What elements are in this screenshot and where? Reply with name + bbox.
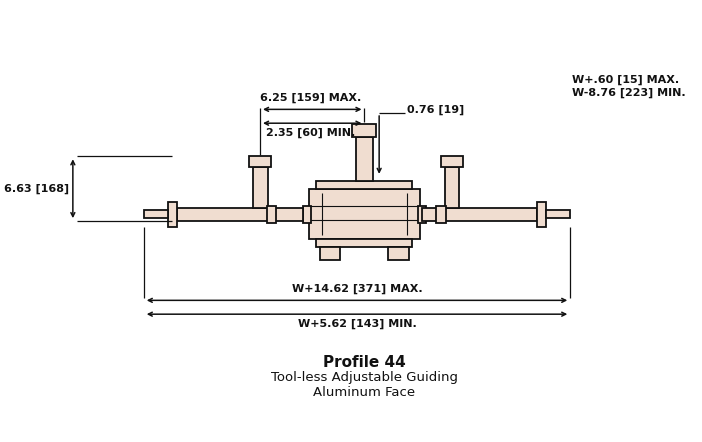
Text: 0.76 [19]: 0.76 [19] bbox=[407, 104, 464, 114]
Bar bbox=[320, 247, 340, 260]
Text: Tool-less Adjustable Guiding: Tool-less Adjustable Guiding bbox=[271, 371, 458, 385]
Text: 6.63 [168]: 6.63 [168] bbox=[4, 183, 69, 194]
Text: W+5.62 [143] MIN.: W+5.62 [143] MIN. bbox=[298, 319, 416, 329]
Text: Profile 44: Profile 44 bbox=[323, 354, 406, 370]
Bar bbox=[437, 206, 446, 223]
Bar bbox=[388, 247, 409, 260]
Bar bbox=[444, 168, 459, 208]
Text: Aluminum Face: Aluminum Face bbox=[313, 386, 416, 399]
Text: W+14.62 [371] MAX.: W+14.62 [371] MAX. bbox=[292, 284, 423, 294]
Text: W-8.76 [223] MIN.: W-8.76 [223] MIN. bbox=[572, 88, 686, 98]
Bar bbox=[253, 168, 267, 208]
Bar bbox=[317, 181, 412, 189]
Text: 6.25 [159] MAX.: 6.25 [159] MAX. bbox=[260, 93, 361, 103]
Bar bbox=[537, 202, 546, 228]
Bar bbox=[356, 137, 373, 181]
Bar bbox=[177, 208, 303, 221]
Bar bbox=[546, 210, 570, 218]
Bar bbox=[441, 156, 463, 168]
Bar bbox=[317, 240, 412, 247]
Bar bbox=[422, 208, 537, 221]
Bar bbox=[309, 189, 420, 240]
Bar bbox=[418, 206, 426, 223]
Bar bbox=[168, 202, 177, 228]
Bar bbox=[352, 124, 376, 137]
Text: W+.60 [15] MAX.: W+.60 [15] MAX. bbox=[572, 75, 679, 85]
Bar bbox=[144, 210, 168, 218]
Bar bbox=[303, 206, 311, 223]
Bar bbox=[249, 156, 271, 168]
Text: 2.35 [60] MIN.: 2.35 [60] MIN. bbox=[266, 128, 355, 138]
Bar bbox=[267, 206, 276, 223]
